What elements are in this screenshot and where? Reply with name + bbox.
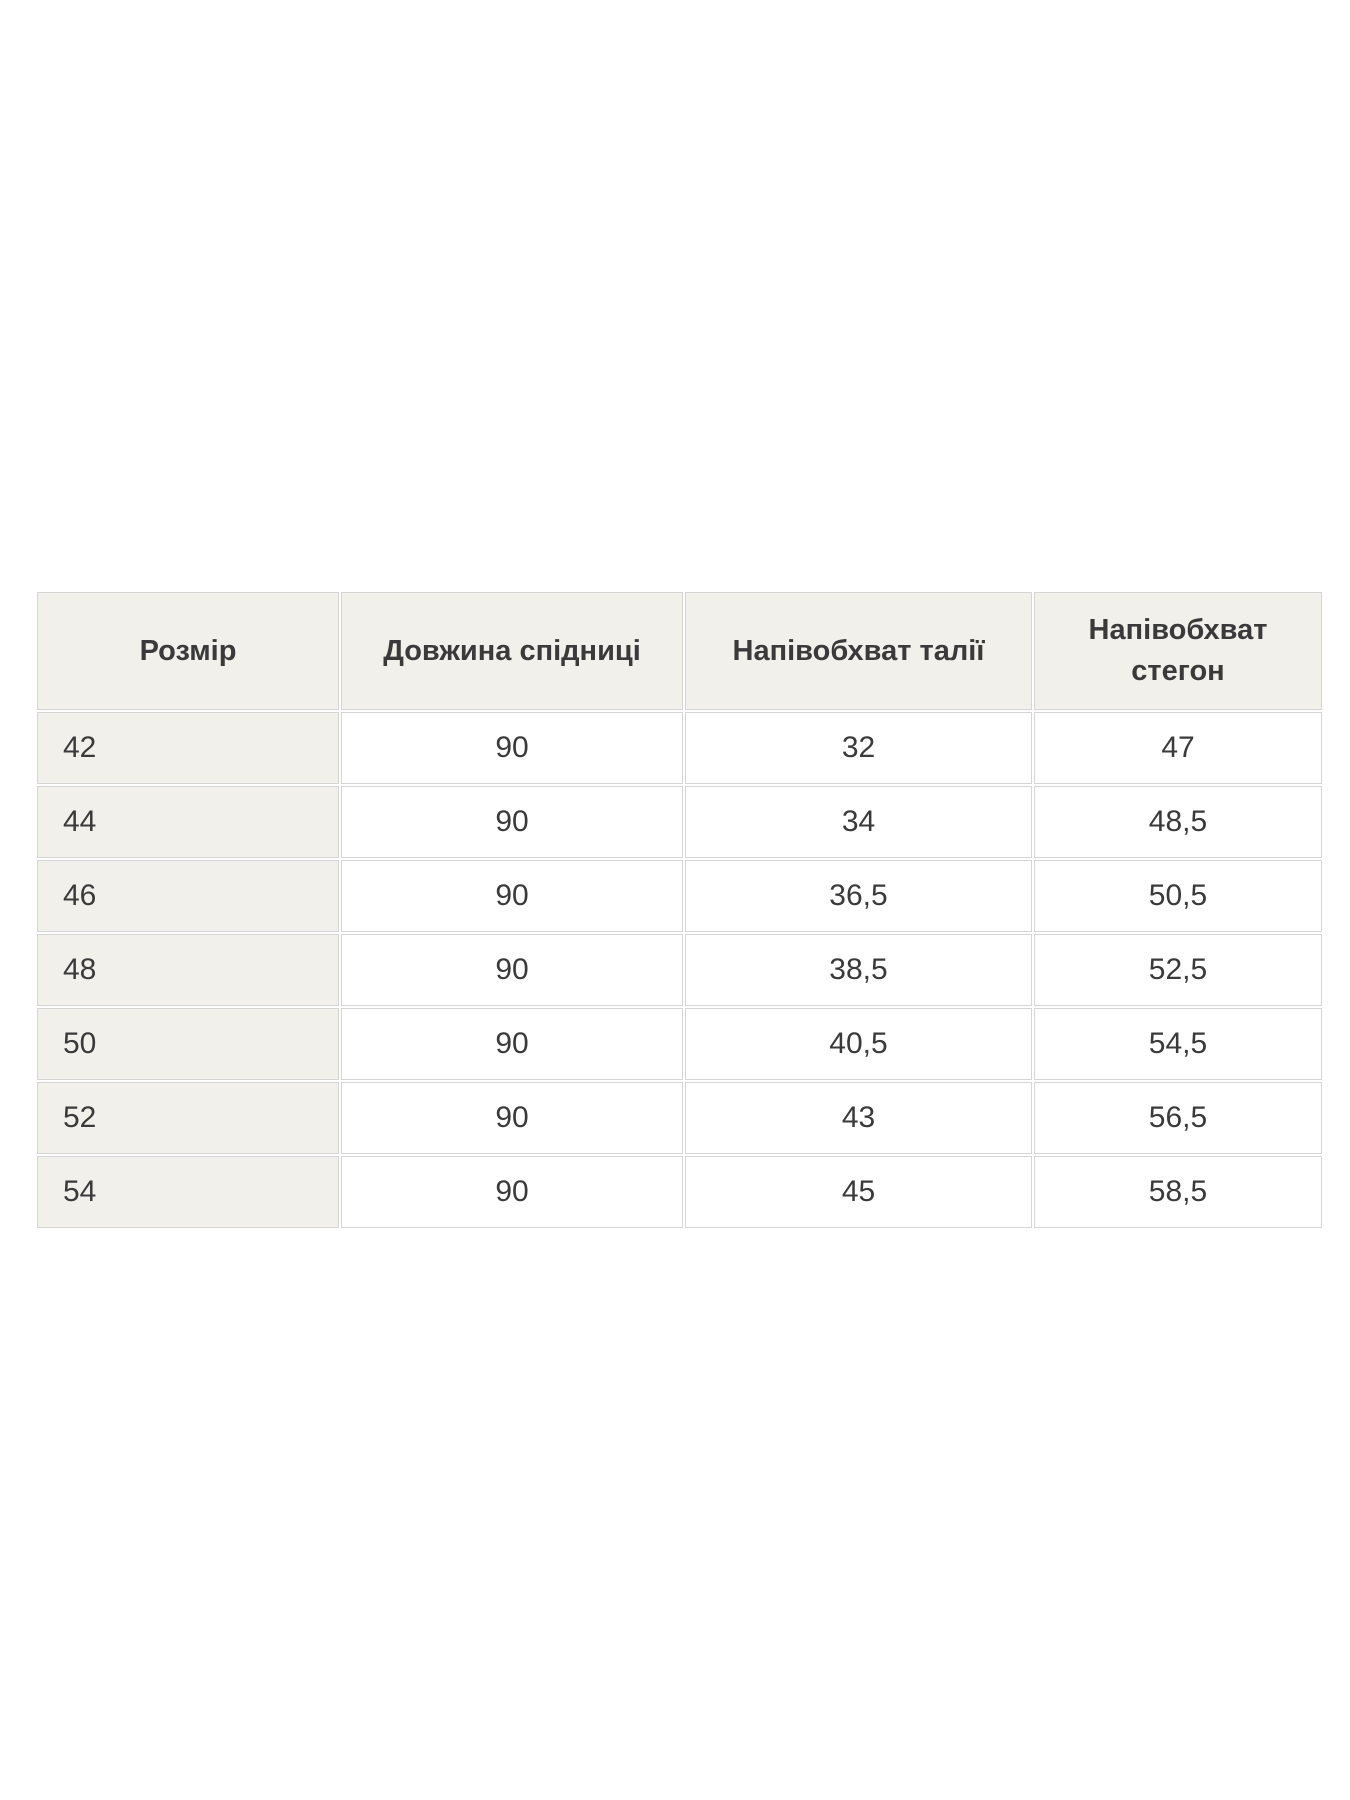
table-row: 54 90 45 58,5 — [37, 1156, 1322, 1228]
size-cell: 50 — [37, 1008, 339, 1080]
table-row: 46 90 36,5 50,5 — [37, 860, 1322, 932]
value-cell: 54,5 — [1034, 1008, 1322, 1080]
table-row: 50 90 40,5 54,5 — [37, 1008, 1322, 1080]
value-cell: 90 — [341, 1008, 683, 1080]
size-cell: 42 — [37, 712, 339, 784]
column-header: Розмір — [37, 592, 339, 710]
value-cell: 43 — [685, 1082, 1032, 1154]
header-row: Розмір Довжина спідниці Напівобхват талії Н… — [37, 592, 1322, 710]
size-cell: 52 — [37, 1082, 339, 1154]
value-cell: 47 — [1034, 712, 1322, 784]
size-cell: 44 — [37, 786, 339, 858]
table-row: 48 90 38,5 52,5 — [37, 934, 1322, 1006]
size-chart-body: 42 90 32 47 44 90 34 48,5 46 90 36,5 50,5 48 90 38,5 52… — [37, 712, 1322, 1228]
value-cell: 34 — [685, 786, 1032, 858]
value-cell: 50,5 — [1034, 860, 1322, 932]
table-row: 42 90 32 47 — [37, 712, 1322, 784]
value-cell: 52,5 — [1034, 934, 1322, 1006]
size-cell: 48 — [37, 934, 339, 1006]
value-cell: 90 — [341, 1082, 683, 1154]
value-cell: 48,5 — [1034, 786, 1322, 858]
value-cell: 90 — [341, 860, 683, 932]
value-cell: 38,5 — [685, 934, 1032, 1006]
column-header: Довжина спідниці — [341, 592, 683, 710]
value-cell: 45 — [685, 1156, 1032, 1228]
value-cell: 90 — [341, 786, 683, 858]
value-cell: 32 — [685, 712, 1032, 784]
value-cell: 56,5 — [1034, 1082, 1322, 1154]
size-chart-table-container: Розмір Довжина спідниці Напівобхват талії Н… — [35, 590, 1324, 1230]
value-cell: 90 — [341, 1156, 683, 1228]
size-chart-header: Розмір Довжина спідниці Напівобхват талії Н… — [37, 592, 1322, 710]
value-cell: 90 — [341, 712, 683, 784]
value-cell: 58,5 — [1034, 1156, 1322, 1228]
size-cell: 54 — [37, 1156, 339, 1228]
value-cell: 90 — [341, 934, 683, 1006]
table-row: 52 90 43 56,5 — [37, 1082, 1322, 1154]
size-chart-table: Розмір Довжина спідниці Напівобхват талії Н… — [35, 590, 1324, 1230]
column-header: Напівобхват талії — [685, 592, 1032, 710]
column-header: Напівобхват стегон — [1034, 592, 1322, 710]
table-row: 44 90 34 48,5 — [37, 786, 1322, 858]
size-cell: 46 — [37, 860, 339, 932]
value-cell: 40,5 — [685, 1008, 1032, 1080]
value-cell: 36,5 — [685, 860, 1032, 932]
